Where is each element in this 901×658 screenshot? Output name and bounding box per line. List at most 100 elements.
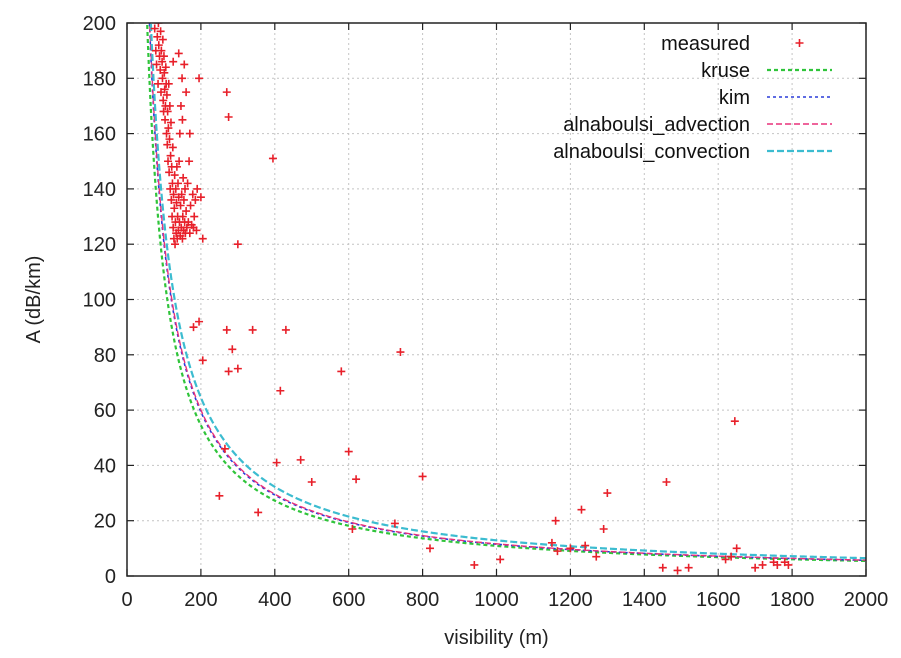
data-point bbox=[224, 367, 233, 376]
data-point bbox=[193, 184, 202, 193]
data-point bbox=[307, 477, 316, 486]
legend-label: measured bbox=[661, 33, 750, 55]
y-tick-label: 160 bbox=[83, 124, 116, 146]
data-point bbox=[233, 364, 242, 373]
data-point bbox=[161, 115, 170, 124]
data-point bbox=[152, 60, 161, 69]
data-point bbox=[344, 447, 353, 456]
data-point bbox=[160, 68, 169, 77]
x-axis-label: visibility (m) bbox=[444, 627, 548, 649]
legend-label: alnaboulsi_convection bbox=[553, 141, 750, 163]
data-point bbox=[178, 234, 187, 243]
data-point bbox=[170, 204, 179, 213]
data-point bbox=[167, 195, 176, 204]
data-point bbox=[190, 212, 199, 221]
data-point bbox=[154, 79, 163, 88]
y-tick-label: 60 bbox=[94, 400, 116, 422]
x-tick-label: 1400 bbox=[622, 589, 667, 611]
data-point bbox=[732, 544, 741, 553]
y-tick-label: 200 bbox=[83, 13, 116, 35]
data-point bbox=[254, 508, 263, 517]
data-point bbox=[172, 162, 181, 171]
data-point bbox=[183, 179, 192, 188]
data-point bbox=[470, 560, 479, 569]
data-point bbox=[162, 129, 171, 138]
data-point bbox=[186, 201, 195, 210]
data-point bbox=[164, 157, 173, 166]
data-point bbox=[581, 541, 590, 550]
data-point bbox=[174, 49, 183, 58]
y-tick-label: 120 bbox=[83, 234, 116, 256]
data-point bbox=[727, 552, 736, 561]
data-point bbox=[176, 101, 185, 110]
data-point bbox=[171, 240, 180, 249]
data-point bbox=[348, 524, 357, 533]
y-tick-label: 40 bbox=[94, 455, 116, 477]
data-point bbox=[176, 201, 185, 210]
curves bbox=[146, 23, 866, 563]
data-point bbox=[169, 223, 178, 232]
data-point bbox=[496, 555, 505, 564]
y-tick-label: 140 bbox=[83, 179, 116, 201]
x-tick-label: 1800 bbox=[770, 589, 815, 611]
x-tick-label: 200 bbox=[184, 589, 217, 611]
data-point bbox=[272, 458, 281, 467]
data-point bbox=[182, 207, 191, 216]
data-point bbox=[185, 129, 194, 138]
data-point bbox=[662, 477, 671, 486]
grid bbox=[127, 23, 866, 576]
data-point bbox=[296, 455, 305, 464]
data-point bbox=[179, 173, 188, 182]
y-tick-label: 180 bbox=[83, 68, 116, 90]
data-point bbox=[222, 325, 231, 334]
legend-marker-measured bbox=[795, 39, 804, 47]
data-point bbox=[162, 90, 171, 99]
data-point bbox=[220, 444, 229, 453]
data-point bbox=[673, 566, 682, 575]
y-tick-label: 20 bbox=[94, 511, 116, 533]
data-point bbox=[425, 544, 434, 553]
data-point bbox=[396, 348, 405, 357]
data-point bbox=[228, 345, 237, 354]
data-point bbox=[179, 195, 188, 204]
data-point bbox=[165, 135, 174, 144]
data-point bbox=[156, 66, 165, 75]
data-point bbox=[281, 325, 290, 334]
data-point bbox=[169, 190, 178, 199]
data-point bbox=[157, 46, 166, 55]
data-point bbox=[188, 190, 197, 199]
x-tick-label: 1200 bbox=[548, 589, 593, 611]
data-point bbox=[160, 85, 169, 94]
data-point bbox=[175, 157, 184, 166]
data-point bbox=[773, 560, 782, 569]
data-point bbox=[154, 41, 163, 50]
data-point bbox=[170, 171, 179, 180]
data-point bbox=[553, 547, 562, 556]
data-point bbox=[185, 229, 194, 238]
data-point bbox=[164, 79, 173, 88]
data-point bbox=[163, 107, 172, 116]
data-point bbox=[158, 57, 167, 66]
data-point bbox=[178, 212, 187, 221]
x-tick-label: 400 bbox=[258, 589, 291, 611]
data-point bbox=[730, 417, 739, 426]
y-tick-label: 80 bbox=[94, 345, 116, 367]
data-point bbox=[658, 563, 667, 572]
x-tick-label: 1000 bbox=[474, 589, 519, 611]
legend-label: kruse bbox=[701, 60, 750, 82]
data-point bbox=[175, 129, 184, 138]
measured-points bbox=[150, 23, 793, 575]
data-point bbox=[418, 472, 427, 481]
data-point bbox=[158, 74, 167, 83]
y-axis-label: A (dB/km) bbox=[23, 256, 45, 344]
data-point bbox=[603, 489, 612, 498]
data-point bbox=[337, 367, 346, 376]
series-line-alnaboulsi_convection bbox=[149, 23, 866, 560]
data-point bbox=[751, 563, 760, 572]
data-point bbox=[153, 32, 162, 41]
data-point bbox=[577, 505, 586, 514]
data-point bbox=[189, 323, 198, 332]
data-point bbox=[196, 193, 205, 202]
x-tick-label: 800 bbox=[406, 589, 439, 611]
x-tick-label: 2000 bbox=[844, 589, 889, 611]
